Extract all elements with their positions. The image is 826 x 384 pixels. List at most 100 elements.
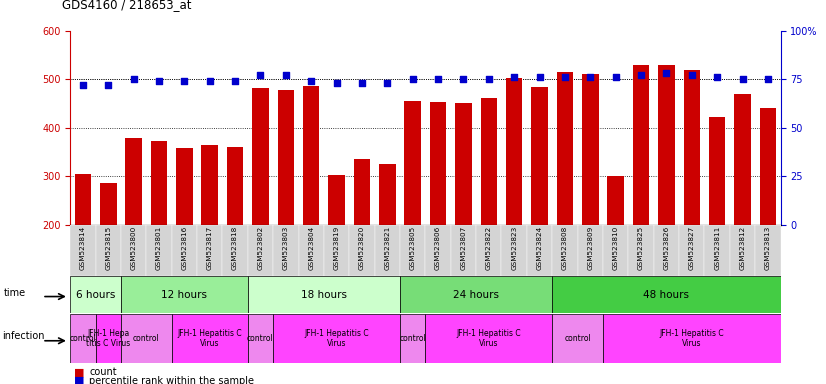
Bar bbox=[96, 225, 121, 276]
Text: control: control bbox=[399, 334, 426, 343]
Point bbox=[381, 80, 394, 86]
Text: JFH-1 Hepatitis C
Virus: JFH-1 Hepatitis C Virus bbox=[457, 329, 521, 348]
Bar bbox=[70, 314, 96, 363]
Bar bbox=[506, 78, 522, 225]
Bar bbox=[121, 225, 146, 276]
Bar bbox=[607, 176, 624, 225]
Bar bbox=[582, 74, 599, 225]
Bar bbox=[303, 86, 320, 225]
Bar bbox=[653, 225, 679, 276]
Text: GSM523815: GSM523815 bbox=[105, 226, 112, 270]
Text: JFH-1 Hepatitis C
Virus: JFH-1 Hepatitis C Virus bbox=[659, 329, 724, 348]
Point bbox=[330, 80, 343, 86]
Text: 18 hours: 18 hours bbox=[301, 290, 347, 300]
Text: control: control bbox=[69, 334, 97, 343]
Text: GSM523810: GSM523810 bbox=[613, 226, 619, 270]
Bar bbox=[405, 101, 421, 225]
Point bbox=[279, 72, 292, 78]
Point bbox=[685, 72, 698, 78]
Text: GDS4160 / 218653_at: GDS4160 / 218653_at bbox=[62, 0, 192, 12]
Text: time: time bbox=[4, 288, 26, 298]
Point bbox=[102, 82, 115, 88]
Bar bbox=[172, 314, 248, 363]
Point bbox=[254, 72, 267, 78]
Bar bbox=[329, 175, 344, 225]
Bar bbox=[553, 225, 577, 276]
Text: JFH-1 Hepatitis C
Virus: JFH-1 Hepatitis C Virus bbox=[304, 329, 369, 348]
Bar bbox=[100, 184, 116, 225]
Bar bbox=[425, 225, 451, 276]
Bar bbox=[298, 225, 324, 276]
Text: GSM523822: GSM523822 bbox=[486, 226, 491, 270]
Text: infection: infection bbox=[2, 331, 44, 341]
Bar bbox=[679, 225, 705, 276]
Bar bbox=[684, 70, 700, 225]
Text: count: count bbox=[89, 367, 116, 377]
Text: control: control bbox=[247, 334, 274, 343]
Text: GSM523803: GSM523803 bbox=[282, 226, 289, 270]
Bar bbox=[278, 90, 294, 225]
Bar bbox=[349, 225, 375, 276]
Bar bbox=[400, 225, 425, 276]
Text: GSM523800: GSM523800 bbox=[131, 226, 136, 270]
Bar bbox=[760, 108, 776, 225]
Point bbox=[229, 78, 242, 84]
Bar bbox=[273, 314, 400, 363]
Text: GSM523824: GSM523824 bbox=[537, 226, 543, 270]
Text: GSM523808: GSM523808 bbox=[562, 226, 568, 270]
Bar bbox=[633, 65, 649, 225]
Bar bbox=[70, 276, 121, 313]
Bar bbox=[476, 225, 501, 276]
Bar bbox=[146, 225, 172, 276]
Bar bbox=[74, 174, 91, 225]
Bar bbox=[577, 225, 603, 276]
Bar bbox=[557, 72, 573, 225]
Point bbox=[406, 76, 420, 82]
Text: GSM523818: GSM523818 bbox=[232, 226, 238, 270]
Point bbox=[355, 80, 368, 86]
Bar bbox=[553, 276, 781, 313]
Bar bbox=[603, 314, 781, 363]
Text: GSM523811: GSM523811 bbox=[714, 226, 720, 270]
Bar bbox=[96, 314, 121, 363]
Bar bbox=[531, 88, 548, 225]
Bar bbox=[730, 225, 755, 276]
Text: percentile rank within the sample: percentile rank within the sample bbox=[89, 376, 254, 384]
Bar bbox=[501, 225, 527, 276]
Bar bbox=[151, 141, 167, 225]
Text: GSM523823: GSM523823 bbox=[511, 226, 517, 270]
Point bbox=[76, 82, 89, 88]
Text: GSM523820: GSM523820 bbox=[359, 226, 365, 270]
Text: 6 hours: 6 hours bbox=[76, 290, 116, 300]
Text: GSM523817: GSM523817 bbox=[206, 226, 213, 270]
Point bbox=[634, 72, 648, 78]
Point bbox=[203, 78, 216, 84]
Point bbox=[178, 78, 191, 84]
Bar bbox=[121, 314, 172, 363]
Text: GSM523813: GSM523813 bbox=[765, 226, 771, 270]
Bar bbox=[481, 98, 497, 225]
Point bbox=[660, 70, 673, 76]
Point bbox=[762, 76, 775, 82]
Bar bbox=[126, 138, 142, 225]
Text: GSM523827: GSM523827 bbox=[689, 226, 695, 270]
Text: control: control bbox=[564, 334, 591, 343]
Bar bbox=[273, 225, 298, 276]
Bar bbox=[379, 164, 396, 225]
Point bbox=[507, 74, 520, 80]
Bar bbox=[197, 225, 222, 276]
Text: JFH-1 Hepatitis C
Virus: JFH-1 Hepatitis C Virus bbox=[178, 329, 242, 348]
Bar bbox=[354, 159, 370, 225]
Point bbox=[431, 76, 444, 82]
Point bbox=[127, 76, 140, 82]
Bar bbox=[425, 314, 553, 363]
Bar bbox=[172, 225, 197, 276]
Text: control: control bbox=[133, 334, 159, 343]
Text: GSM523805: GSM523805 bbox=[410, 226, 415, 270]
Text: GSM523816: GSM523816 bbox=[182, 226, 188, 270]
Text: GSM523825: GSM523825 bbox=[638, 226, 644, 270]
Point bbox=[609, 74, 622, 80]
Text: GSM523826: GSM523826 bbox=[663, 226, 669, 270]
Text: ■: ■ bbox=[74, 376, 85, 384]
Text: GSM523809: GSM523809 bbox=[587, 226, 593, 270]
